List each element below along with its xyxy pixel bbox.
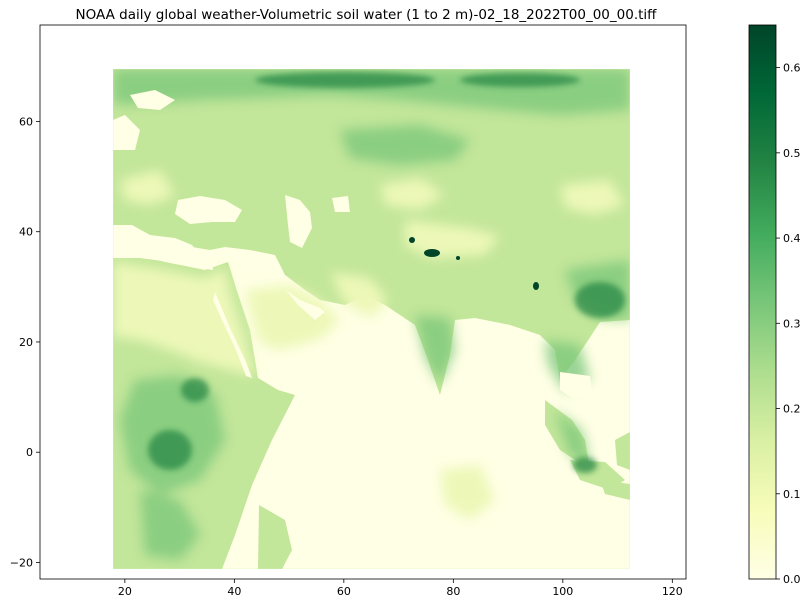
y-axis: 60 40 20 0 −20 [10, 115, 40, 569]
colorbar-gradient [749, 25, 776, 579]
map-very-moist-spots [148, 72, 625, 473]
plot-frame [39, 24, 687, 580]
y-tick-label: 20 [19, 336, 33, 349]
colorbar-tick-label: 0.4 [783, 232, 801, 245]
chart-title: NOAA daily global weather-Volumetric soi… [76, 7, 658, 23]
x-tick-label: 120 [662, 585, 683, 598]
soil-water-map [113, 69, 630, 569]
x-tick-label: 40 [227, 585, 241, 598]
x-tick-label: 20 [118, 585, 132, 598]
x-tick-label: 80 [446, 585, 460, 598]
y-tick-label: 0 [26, 446, 33, 459]
x-tick-label: 100 [552, 585, 573, 598]
colorbar-tick-label: 0.6 [783, 62, 801, 75]
map-lakes-and-dry-pockets [113, 90, 592, 400]
map-arid-regions [113, 170, 625, 520]
colorbar-frame [748, 24, 777, 580]
y-tick-label: 40 [19, 226, 33, 239]
map-peak-values [409, 237, 539, 290]
y-tick-label: 60 [19, 115, 33, 128]
colorbar-axis: 0.0 0.1 0.2 0.3 0.4 0.5 0.6 [776, 62, 801, 586]
colorbar-tick-label: 0.3 [783, 317, 801, 330]
colorbar-tick-label: 0.2 [783, 403, 801, 416]
colorbar-tick-label: 0.0 [783, 573, 801, 586]
x-axis: 20 40 60 80 100 120 [118, 579, 683, 598]
y-tick-label: −20 [10, 556, 33, 569]
colorbar-tick-label: 0.5 [783, 147, 801, 160]
x-tick-label: 60 [337, 585, 351, 598]
colorbar-tick-label: 0.1 [783, 488, 801, 501]
